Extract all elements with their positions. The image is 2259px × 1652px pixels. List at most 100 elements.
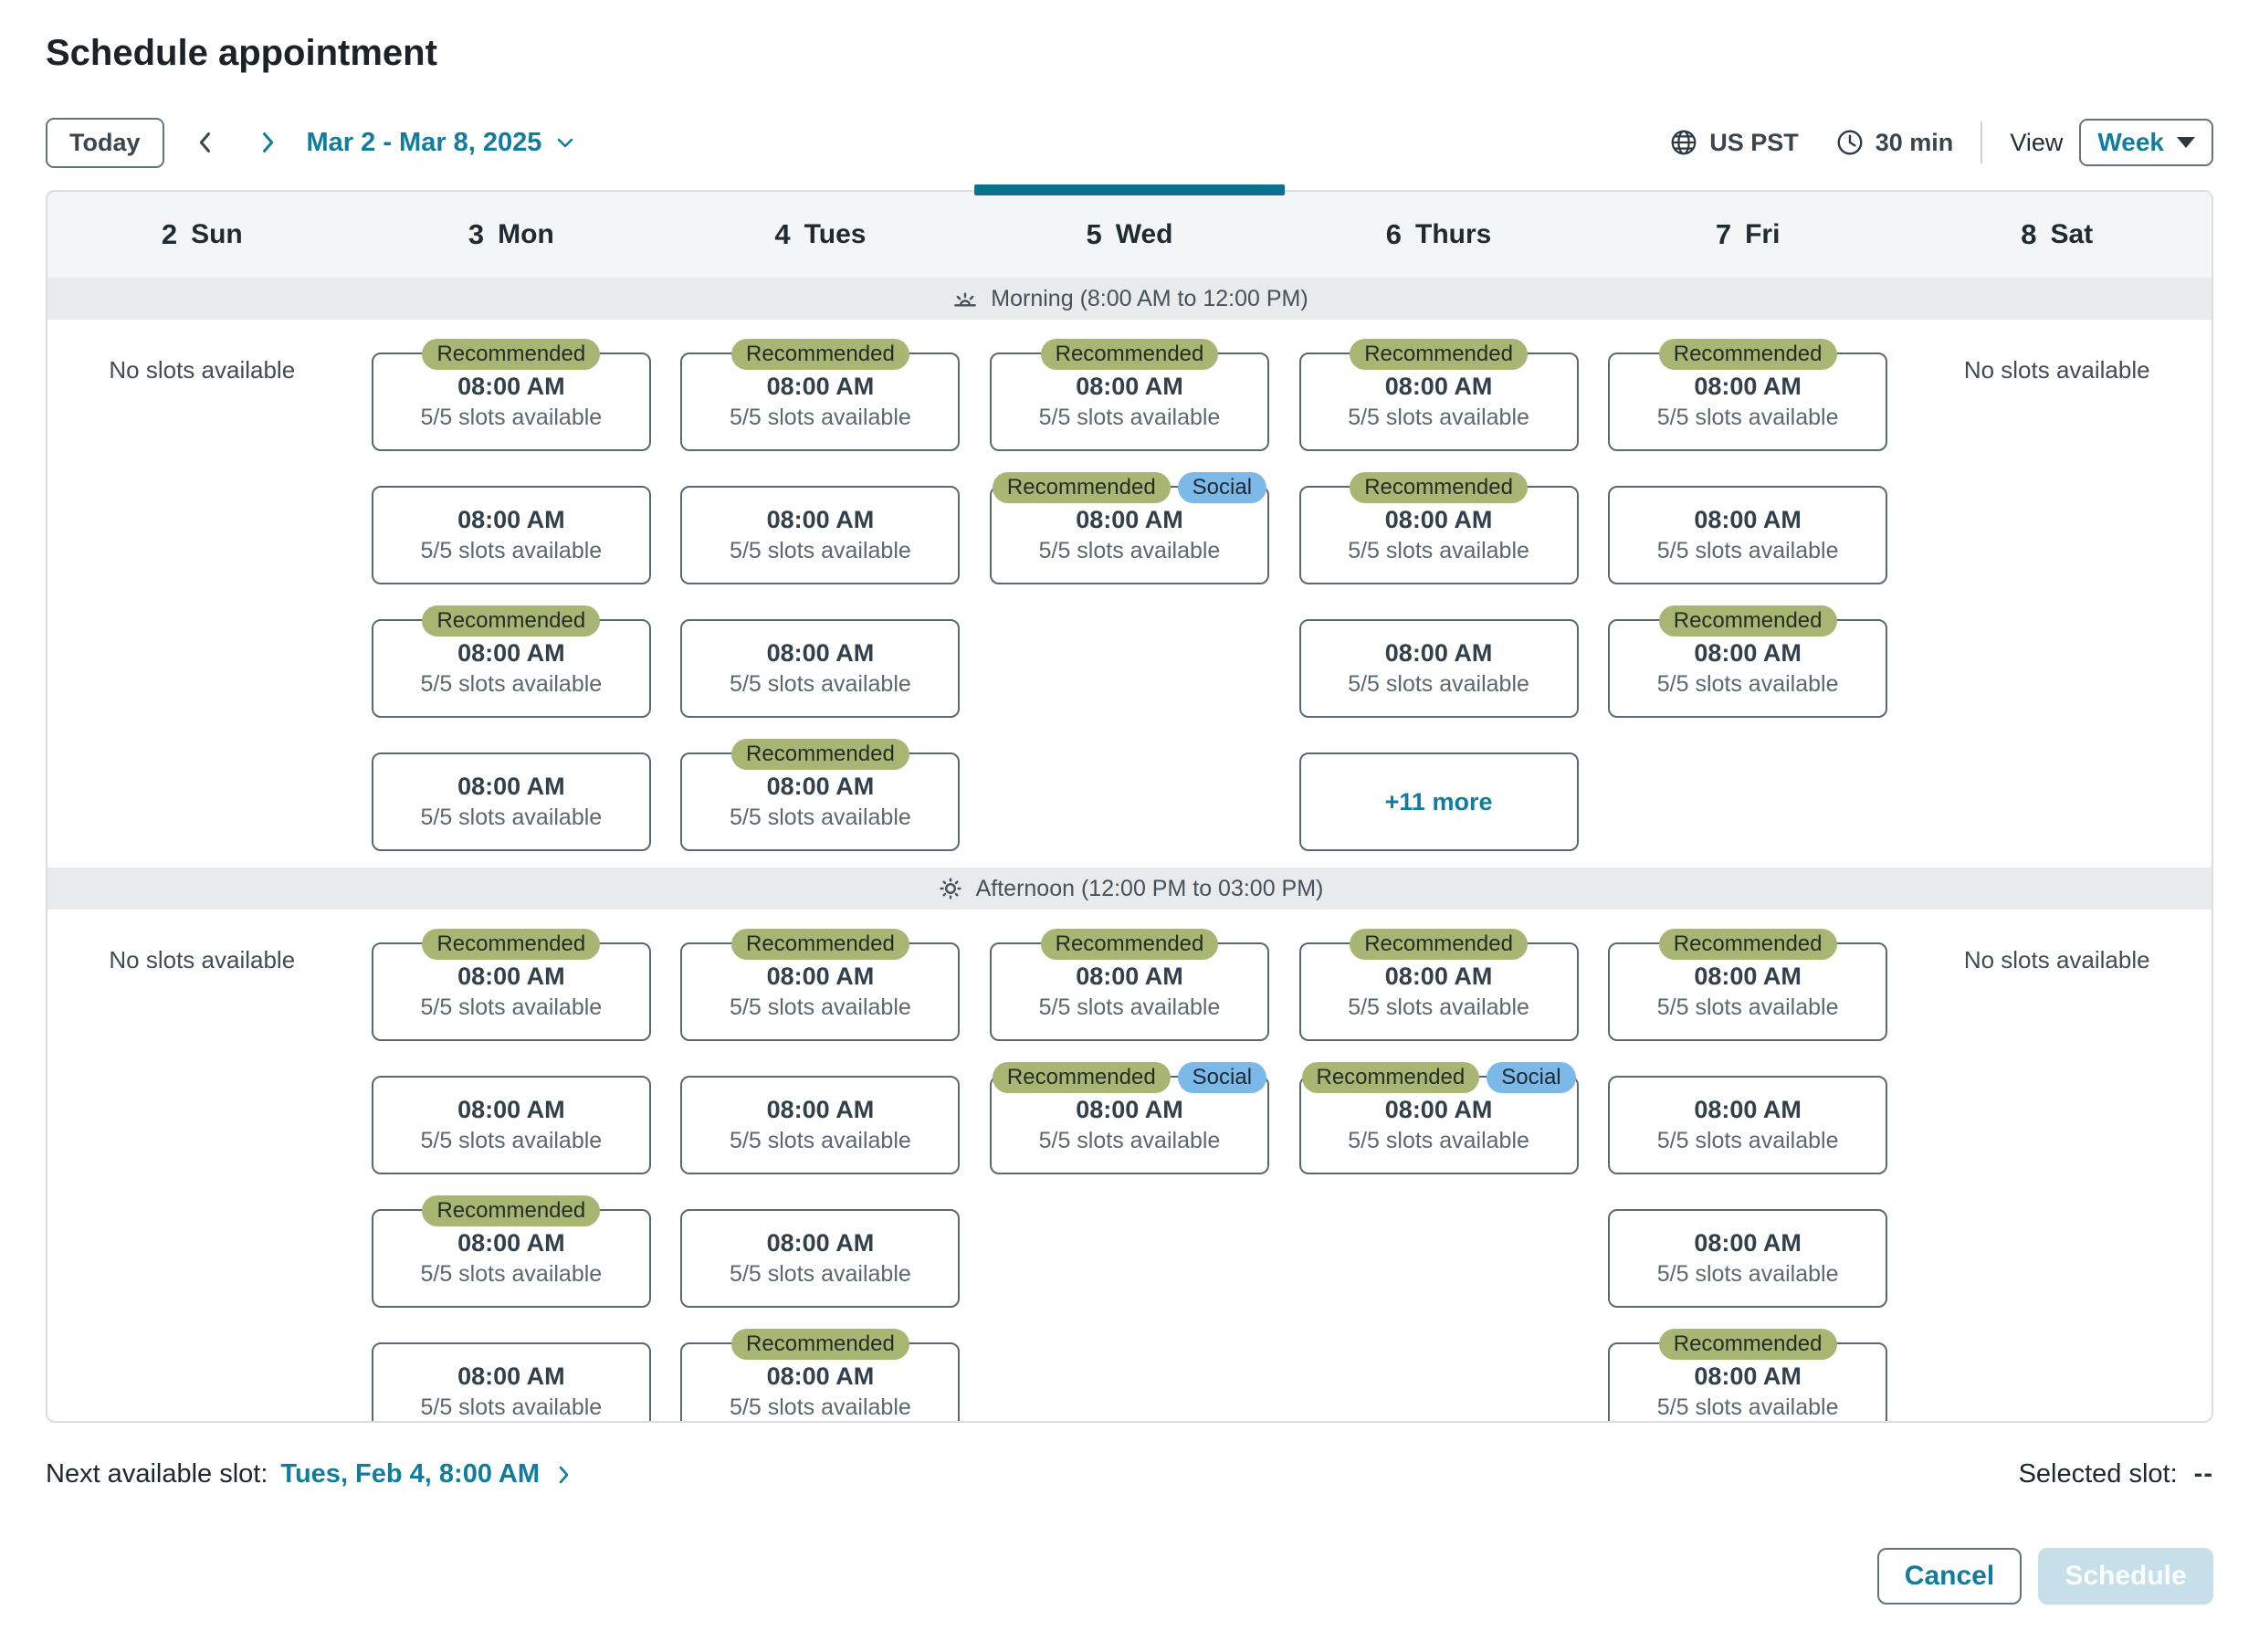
slot-availability: 5/5 slots available	[1038, 537, 1221, 563]
recommended-badge: Recommended	[731, 1329, 909, 1360]
day-header-sat[interactable]: 8 Sat	[1902, 192, 2212, 278]
time-slot-card[interactable]: Recommended 08:00 AM 5/5 slots available	[1298, 472, 1579, 584]
slot-time: 08:00 AM	[457, 962, 565, 990]
recommended-badge: Recommended	[422, 1195, 601, 1226]
slot-time: 08:00 AM	[1076, 372, 1183, 400]
time-slot-card[interactable]: Recommended 08:00 AM 5/5 slots available	[371, 929, 651, 1041]
time-slot-card[interactable]: Recommended 08:00 AM 5/5 slots available	[1608, 339, 1888, 451]
selected-day-indicator	[974, 184, 1285, 195]
day-header-sun[interactable]: 2 Sun	[47, 192, 357, 278]
slot-availability: 5/5 slots available	[1348, 1127, 1529, 1153]
slot-time: 08:00 AM	[766, 1095, 875, 1123]
time-slot-card[interactable]: Recommended 08:00 AM 5/5 slots available	[371, 339, 651, 451]
slot-availability: 5/5 slots available	[1656, 670, 1839, 697]
slot-availability: 5/5 slots available	[420, 1127, 603, 1153]
recommended-badge: Recommended	[731, 739, 909, 770]
slot-cell: 08:00 AM 5/5 slots available	[357, 1048, 667, 1182]
recommended-badge: Recommended	[731, 929, 909, 960]
time-slot-card[interactable]: 08:00 AM 5/5 slots available	[1608, 486, 1888, 584]
time-slot-card[interactable]: 08:00 AM 5/5 slots available	[371, 1342, 651, 1421]
date-range-label: Mar 2 - Mar 8, 2025	[306, 127, 542, 157]
recommended-badge: Recommended	[1658, 605, 1837, 637]
time-slot-card[interactable]: Recommended 08:00 AM 5/5 slots available	[989, 929, 1269, 1041]
time-slot-card[interactable]: Recommended 08:00 AM 5/5 slots available	[1608, 929, 1888, 1041]
day-name: Fri	[1745, 219, 1781, 249]
time-slot-card[interactable]: Recommended 08:00 AM 5/5 slots available	[1298, 929, 1579, 1041]
view-value: Week	[2097, 128, 2164, 156]
next-week-button[interactable]	[247, 121, 289, 163]
slot-time: 08:00 AM	[766, 772, 875, 800]
more-slots-button[interactable]: +11 more	[1298, 752, 1579, 851]
badge-row: Recommended	[1283, 339, 1595, 370]
slot-cell: Recommended 08:00 AM 5/5 slots available	[1593, 325, 1903, 458]
time-slot-card[interactable]: 08:00 AM 5/5 slots available	[1298, 619, 1579, 718]
day-name: Wed	[1115, 219, 1173, 249]
slot-cell: Recommended 08:00 AM 5/5 slots available	[357, 915, 667, 1048]
day-header-wed[interactable]: 5 Wed	[975, 192, 1285, 278]
time-slot-card[interactable]: Recommended Social 08:00 AM 5/5 slots avail…	[989, 1062, 1269, 1174]
day-number: 6	[1385, 218, 1403, 250]
day-header-fri[interactable]: 7 Fri	[1593, 192, 1903, 278]
badge-row: Recommended	[973, 339, 1286, 370]
sunrise-icon	[951, 284, 980, 313]
slot-cell: 08:00 AM 5/5 slots available	[666, 592, 975, 725]
time-slot-card[interactable]: Recommended 08:00 AM 5/5 slots available	[371, 605, 651, 718]
date-range-dropdown[interactable]: Mar 2 - Mar 8, 2025	[301, 127, 583, 159]
slot-column-thurs-morning: Recommended 08:00 AM 5/5 slots available Re…	[1284, 325, 1593, 858]
view-label: View	[2010, 128, 2064, 156]
slot-column-tues-afternoon: Recommended 08:00 AM 5/5 slots available 08…	[666, 915, 975, 1421]
day-name: Sat	[2050, 219, 2094, 249]
time-slot-card[interactable]: Recommended 08:00 AM 5/5 slots available	[1608, 1329, 1888, 1421]
cancel-button[interactable]: Cancel	[1877, 1548, 2022, 1605]
time-slot-card[interactable]: 08:00 AM 5/5 slots available	[680, 1076, 961, 1174]
time-slot-card[interactable]: Recommended Social 08:00 AM 5/5 slots avail…	[1298, 1062, 1579, 1174]
time-slot-card[interactable]: 08:00 AM 5/5 slots available	[680, 619, 961, 718]
time-slot-card[interactable]: 08:00 AM 5/5 slots available	[371, 752, 651, 851]
time-slot-card[interactable]: 08:00 AM 5/5 slots available	[371, 1076, 651, 1174]
slot-time: 08:00 AM	[1384, 1095, 1493, 1123]
slot-cell: Recommended 08:00 AM 5/5 slots available	[666, 1315, 975, 1421]
slot-column-sun-afternoon: No slots available	[47, 915, 357, 1421]
badge-row: Recommended	[664, 1329, 976, 1360]
time-slot-card[interactable]: 08:00 AM 5/5 slots available	[371, 486, 651, 584]
slot-availability: 5/5 slots available	[1656, 994, 1839, 1020]
day-header-row: 2 Sun 3 Mon 4 Tues 5 Wed 6 Thurs 7 Fri 8 Sat	[47, 192, 2212, 278]
next-slot-link[interactable]: Tues, Feb 4, 8:00 AM	[280, 1459, 574, 1489]
slot-availability: 5/5 slots available	[420, 670, 603, 697]
page-title: Schedule appointment	[46, 33, 437, 73]
time-slot-card[interactable]: Recommended 08:00 AM 5/5 slots available	[1298, 339, 1579, 451]
slot-time: 08:00 AM	[766, 505, 875, 533]
slot-cell: Recommended 08:00 AM 5/5 slots available	[975, 325, 1285, 458]
next-slot-value: Tues, Feb 4, 8:00 AM	[280, 1459, 541, 1489]
view-dropdown[interactable]: Week	[2079, 119, 2213, 166]
badge-row: Recommended	[973, 929, 1286, 960]
time-slot-card[interactable]: Recommended 08:00 AM 5/5 slots available	[989, 339, 1269, 451]
day-header-tues[interactable]: 4 Tues	[666, 192, 975, 278]
slot-time: 08:00 AM	[766, 1228, 875, 1257]
slot-time: 08:00 AM	[1694, 962, 1802, 990]
time-slot-card[interactable]: 08:00 AM 5/5 slots available	[1608, 1209, 1888, 1308]
time-slot-card[interactable]: Recommended 08:00 AM 5/5 slots available	[680, 929, 961, 1041]
time-slot-card[interactable]: 08:00 AM 5/5 slots available	[680, 1209, 961, 1308]
time-slot-card[interactable]: Recommended 08:00 AM 5/5 slots available	[680, 339, 961, 451]
day-number: 7	[1715, 218, 1732, 250]
previous-week-button[interactable]	[184, 121, 226, 163]
schedule-button[interactable]: Schedule	[2038, 1548, 2213, 1605]
day-header-thurs[interactable]: 6 Thurs	[1284, 192, 1593, 278]
slot-cell: Recommended 08:00 AM 5/5 slots available	[1593, 1315, 1903, 1421]
time-slot-card[interactable]: Recommended 08:00 AM 5/5 slots available	[680, 739, 961, 851]
slot-availability: 5/5 slots available	[1656, 537, 1839, 563]
time-slot-card[interactable]: 08:00 AM 5/5 slots available	[680, 486, 961, 584]
slot-column-tues-morning: Recommended 08:00 AM 5/5 slots available 08…	[666, 325, 975, 858]
time-slot-card[interactable]: Recommended 08:00 AM 5/5 slots available	[1608, 605, 1888, 718]
time-slot-card[interactable]: Recommended 08:00 AM 5/5 slots available	[680, 1329, 961, 1421]
selected-slot: Selected slot: --	[2019, 1459, 2213, 1489]
today-button[interactable]: Today	[46, 117, 164, 168]
calendar-sections: Morning (8:00 AM to 12:00 PM) No slots av…	[47, 278, 2212, 1421]
time-slot-card[interactable]: 08:00 AM 5/5 slots available	[1608, 1076, 1888, 1174]
time-slot-card[interactable]: Recommended Social 08:00 AM 5/5 slots avail…	[989, 472, 1269, 584]
slot-time: 08:00 AM	[457, 638, 565, 667]
time-slot-card[interactable]: Recommended 08:00 AM 5/5 slots available	[371, 1195, 651, 1308]
day-header-mon[interactable]: 3 Mon	[357, 192, 667, 278]
slot-cell: Recommended 08:00 AM 5/5 slots available	[1593, 915, 1903, 1048]
